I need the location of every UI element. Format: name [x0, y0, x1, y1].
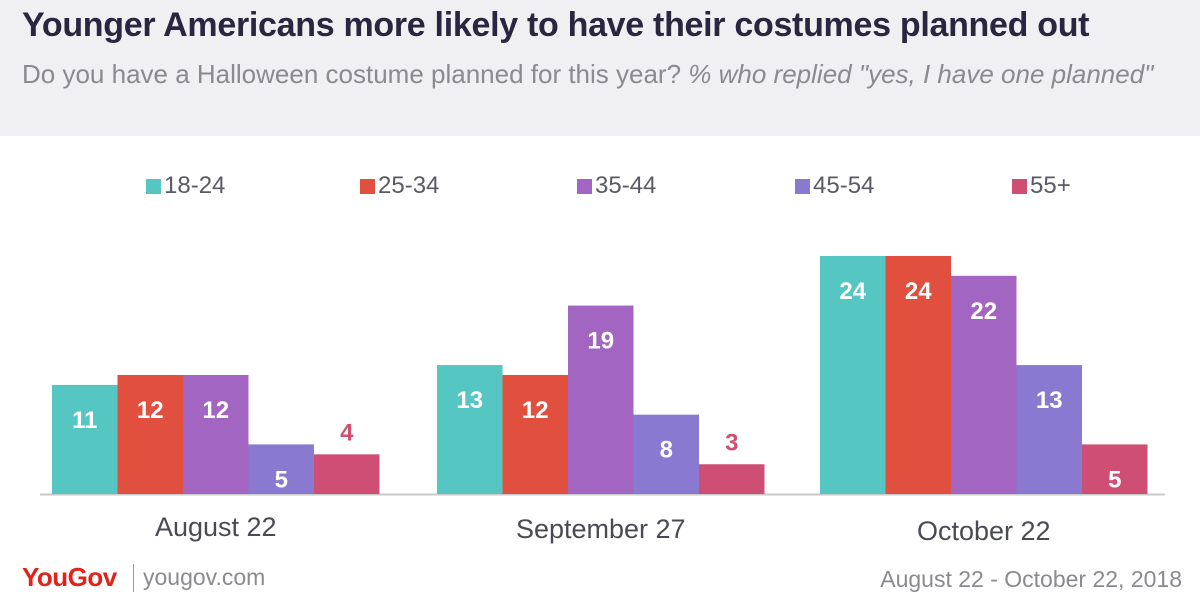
footer-divider — [133, 564, 134, 592]
data-label-18-24-3: 24 — [839, 278, 866, 305]
legend-label: 18-24 — [164, 172, 226, 199]
legend-swatch — [1012, 178, 1027, 194]
data-label-35-44-3: 22 — [970, 298, 997, 325]
bar-25-34-3 — [885, 256, 951, 494]
legend-swatch — [146, 178, 161, 194]
yougov-logo: YouGov — [22, 562, 117, 592]
legend-item-25-34: 25-34 — [360, 172, 439, 200]
legend-swatch — [360, 178, 375, 194]
data-label-25-34-3: 24 — [905, 278, 932, 305]
legend-swatch — [795, 178, 810, 194]
legend-label: 55+ — [1030, 172, 1071, 199]
bar-35-44-1 — [183, 375, 249, 494]
legend-item-45-54: 45-54 — [795, 172, 874, 200]
bar-55-plus-1 — [314, 454, 380, 494]
data-label-35-44-2: 19 — [587, 328, 614, 355]
data-label-55-plus-2: 3 — [725, 429, 738, 456]
legend: 18-24 25-34 35-44 45-54 55+ — [0, 172, 1200, 202]
bar-35-44-2 — [568, 305, 634, 494]
header-band: Younger Americans more likely to have th… — [0, 0, 1200, 136]
subtitle-qualifier: % who replied "yes, I have one planned" — [688, 59, 1154, 89]
data-label-18-24-1: 11 — [72, 407, 97, 434]
chart-subtitle: Do you have a Halloween costume planned … — [22, 58, 1182, 91]
bar-18-24-2 — [437, 365, 503, 494]
category-label-2: September 27 — [516, 514, 686, 544]
legend-item-35-44: 35-44 — [577, 172, 656, 200]
bar-45-54-1 — [248, 444, 314, 494]
bar-25-34-2 — [502, 375, 568, 494]
subtitle-question: Do you have a Halloween costume planned … — [22, 59, 682, 89]
legend-label: 25-34 — [378, 172, 440, 199]
legend-item-18-24: 18-24 — [146, 172, 225, 200]
bar-35-44-3 — [951, 275, 1017, 494]
footer-date-range: August 22 - October 22, 2018 — [880, 566, 1182, 592]
legend-item-55-plus: 55+ — [1012, 172, 1071, 200]
category-label-1: August 22 — [155, 512, 277, 542]
legend-label: 45-54 — [813, 172, 875, 199]
data-label-25-34-2: 12 — [522, 397, 549, 424]
data-label-55-plus-1: 4 — [340, 419, 354, 446]
data-label-35-44-1: 12 — [202, 397, 229, 424]
bar-55-plus-3 — [1082, 444, 1148, 494]
data-label-55-plus-3: 5 — [1108, 466, 1121, 493]
bar-18-24-3 — [820, 256, 886, 494]
bar-18-24-1 — [52, 384, 118, 494]
legend-swatch — [577, 178, 592, 194]
bar-45-54-2 — [633, 414, 699, 494]
data-label-25-34-1: 12 — [137, 397, 164, 424]
bar-55-plus-2 — [699, 464, 765, 494]
chart-title: Younger Americans more likely to have th… — [22, 6, 1090, 44]
data-label-45-54-1: 5 — [275, 466, 288, 493]
data-label-45-54-3: 13 — [1036, 387, 1063, 414]
bar-45-54-3 — [1016, 365, 1082, 494]
legend-label: 35-44 — [595, 172, 657, 199]
data-label-45-54-2: 8 — [660, 437, 673, 464]
bar-25-34-1 — [117, 375, 183, 494]
data-label-18-24-2: 13 — [456, 387, 483, 414]
footer-url[interactable]: yougov.com — [143, 564, 266, 590]
category-label-3: October 22 — [917, 516, 1051, 546]
